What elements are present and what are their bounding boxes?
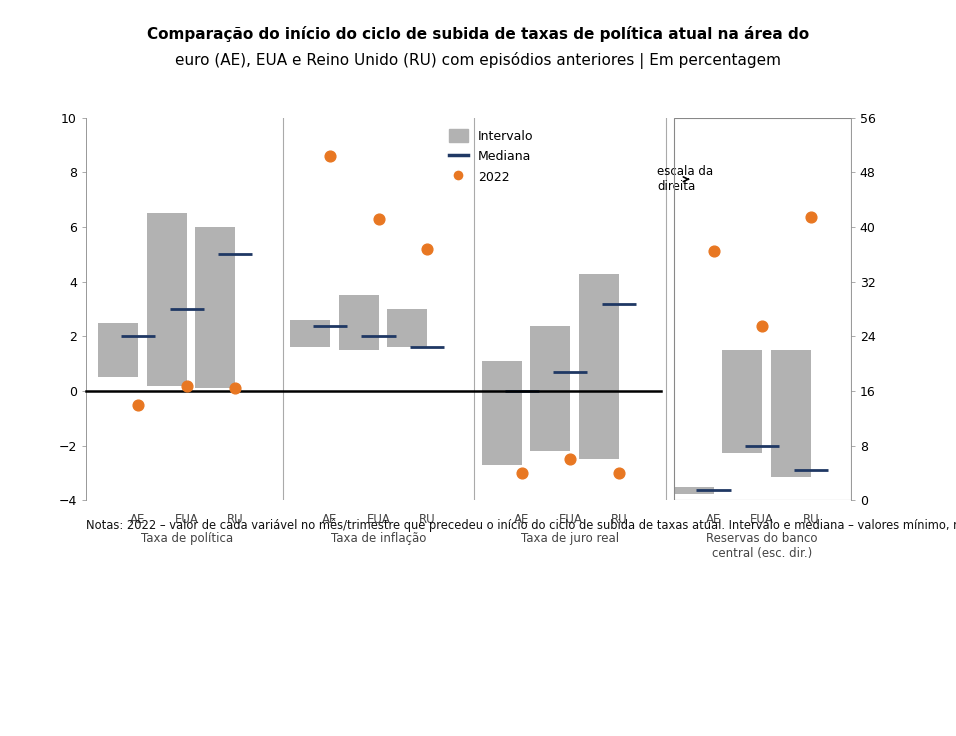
Point: [612, 467, 627, 479]
Bar: [579, 274, 619, 459]
Bar: [771, 350, 811, 477]
Text: AE: AE: [514, 513, 530, 526]
Bar: [338, 295, 379, 350]
Text: Taxa de juro real: Taxa de juro real: [521, 532, 619, 545]
Text: AE: AE: [706, 513, 721, 526]
Text: EUA: EUA: [366, 513, 390, 526]
Text: EUA: EUA: [175, 513, 199, 526]
Point: [322, 150, 337, 162]
Bar: [290, 320, 330, 347]
Bar: [146, 213, 186, 386]
Text: Taxa de política: Taxa de política: [141, 532, 232, 545]
Text: AE: AE: [322, 513, 337, 526]
Text: Taxa de inflação: Taxa de inflação: [331, 532, 426, 545]
Point: [754, 320, 770, 332]
Legend: Intervalo, Mediana, 2022: Intervalo, Mediana, 2022: [445, 124, 538, 188]
Point: [371, 213, 386, 224]
Point: [228, 383, 243, 394]
Text: euro (AE), EUA e Reino Unido (RU) com episódios anteriores | Em percentagem: euro (AE), EUA e Reino Unido (RU) com ep…: [175, 52, 781, 68]
Text: EUA: EUA: [750, 513, 774, 526]
Bar: [482, 361, 522, 465]
Bar: [387, 309, 427, 347]
Text: RU: RU: [228, 513, 244, 526]
Text: Notas: 2022 – valor de cada variável no mês/trimestre que precedeu o início do c: Notas: 2022 – valor de cada variável no …: [86, 519, 956, 532]
Point: [563, 453, 578, 465]
Bar: [531, 325, 571, 451]
Point: [420, 243, 435, 255]
Bar: [674, 118, 851, 500]
Bar: [195, 227, 235, 389]
Point: [130, 399, 145, 411]
Bar: [98, 323, 138, 378]
Text: RU: RU: [611, 513, 627, 526]
Point: [803, 211, 818, 223]
Text: escala da
direita: escala da direita: [657, 166, 713, 194]
Point: [179, 380, 194, 392]
Bar: [722, 350, 762, 453]
Text: EUA: EUA: [558, 513, 582, 526]
Point: [706, 245, 721, 257]
Text: Comparação do início do ciclo de subida de taxas de política atual na área do: Comparação do início do ciclo de subida …: [147, 26, 809, 42]
Bar: [674, 486, 713, 494]
Text: AE: AE: [130, 513, 145, 526]
Text: RU: RU: [419, 513, 436, 526]
Text: RU: RU: [802, 513, 819, 526]
Point: [514, 467, 530, 479]
Text: Reservas do banco
central (esc. dir.): Reservas do banco central (esc. dir.): [706, 532, 818, 560]
